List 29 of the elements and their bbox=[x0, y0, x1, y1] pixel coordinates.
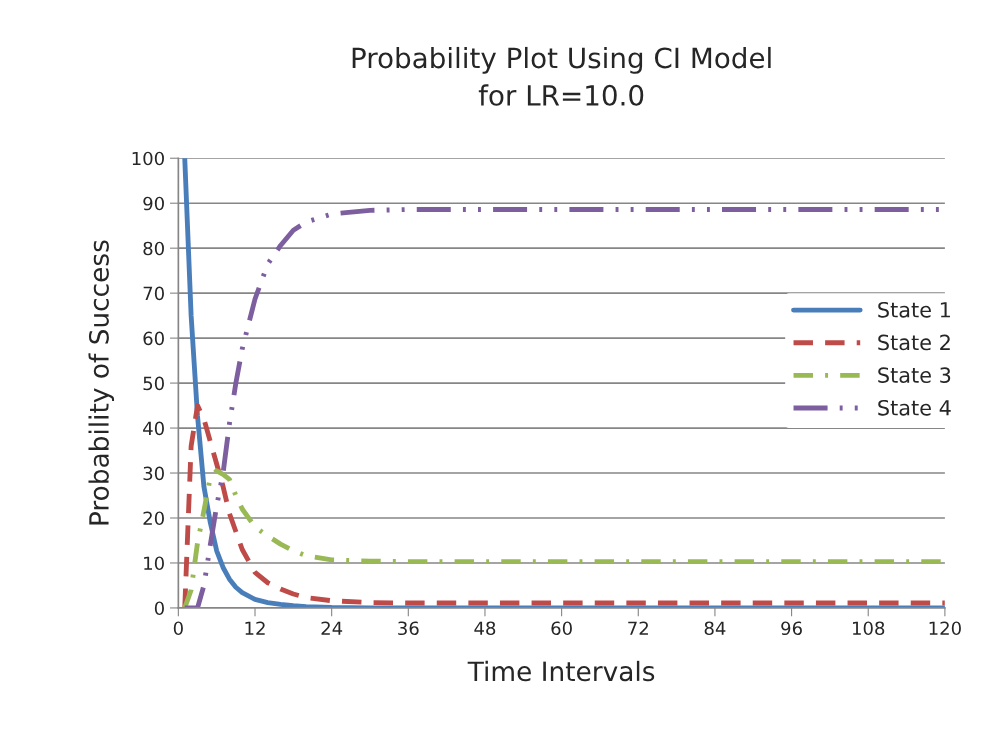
y-tick-label: 100 bbox=[132, 151, 164, 166]
legend-label: State 2 bbox=[878, 334, 950, 351]
x-tick-label: 60 bbox=[551, 621, 572, 636]
y-tick-label: 20 bbox=[143, 511, 164, 526]
y-tick-label: 0 bbox=[154, 601, 164, 616]
x-tick-label: 84 bbox=[704, 621, 726, 636]
y-tick-label: 80 bbox=[143, 241, 164, 256]
x-tick-label: 120 bbox=[929, 621, 961, 636]
x-tick-label: 0 bbox=[173, 621, 183, 636]
y-tick-label: 90 bbox=[143, 196, 164, 211]
x-axis-title: Time Intervals bbox=[467, 660, 655, 682]
y-tick-label: 10 bbox=[144, 556, 164, 571]
chart-title: Probability Plot Using CI Model for LR=10.0 bbox=[352, 46, 771, 106]
x-tick-label: 12 bbox=[245, 621, 265, 635]
y-tick-label: 40 bbox=[143, 421, 164, 436]
x-tick-label: 48 bbox=[474, 621, 496, 636]
x-tick-label: 108 bbox=[852, 621, 885, 636]
y-axis-title: Probability of Success bbox=[88, 240, 115, 525]
legend-label: State 4 bbox=[878, 399, 951, 416]
x-tick-label: 24 bbox=[321, 621, 343, 635]
x-tick-label: 36 bbox=[398, 621, 419, 636]
x-tick-label: 96 bbox=[781, 621, 802, 636]
legend-label: State 3 bbox=[878, 367, 951, 383]
y-tick-label: 50 bbox=[143, 376, 164, 391]
x-tick-label: 72 bbox=[628, 621, 648, 635]
y-tick-label: 70 bbox=[143, 286, 164, 301]
legend-label: State 1 bbox=[878, 301, 950, 318]
y-tick-label: 30 bbox=[143, 466, 164, 481]
y-tick-label: 60 bbox=[143, 331, 164, 346]
